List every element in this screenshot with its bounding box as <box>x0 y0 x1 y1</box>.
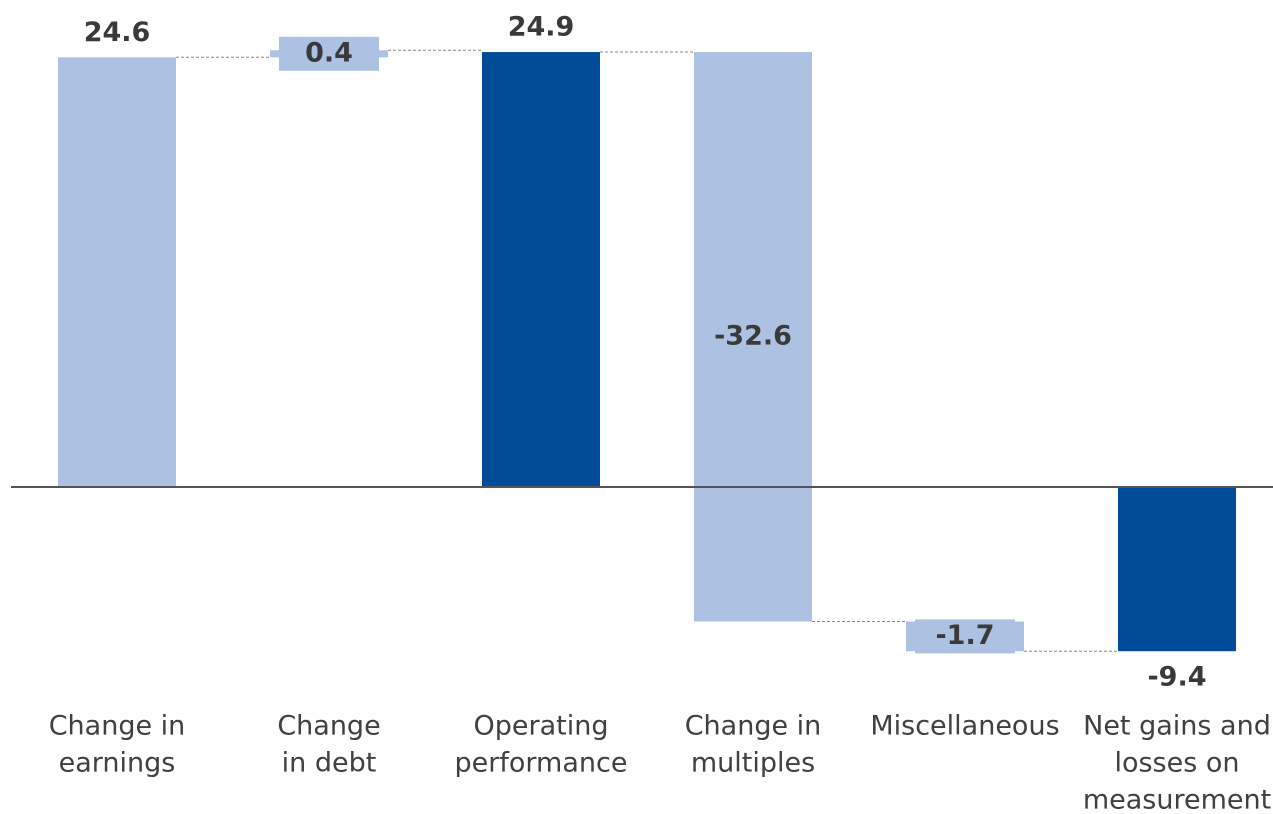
x-tick-label: Miscellaneous <box>870 711 1059 742</box>
x-tick-label: Change in <box>49 711 186 742</box>
value-label: 0.4 <box>305 37 353 68</box>
x-tick-label: measurement <box>1083 785 1271 814</box>
x-tick-label: performance <box>455 748 628 779</box>
label-box <box>915 619 1015 654</box>
bar <box>1118 487 1236 652</box>
x-tick-label: multiples <box>691 748 815 779</box>
bar <box>482 52 600 488</box>
value-label: 24.6 <box>84 17 151 48</box>
value-label: -32.6 <box>714 320 792 351</box>
value-label: 24.9 <box>508 12 575 43</box>
x-tick-label: earnings <box>59 748 176 779</box>
x-tick-label: losses on <box>1114 748 1239 779</box>
value-label: -1.7 <box>935 620 994 651</box>
x-tick-label: Change in <box>685 711 822 742</box>
x-tick-label: Operating <box>474 711 609 742</box>
label-box <box>279 36 379 71</box>
x-tick-label: in debt <box>282 748 377 779</box>
x-tick-label: Change <box>277 711 380 742</box>
bar <box>694 52 812 622</box>
value-label: -9.4 <box>1147 662 1206 693</box>
x-tick-label: Net gains and <box>1083 711 1271 742</box>
bar <box>58 57 176 488</box>
